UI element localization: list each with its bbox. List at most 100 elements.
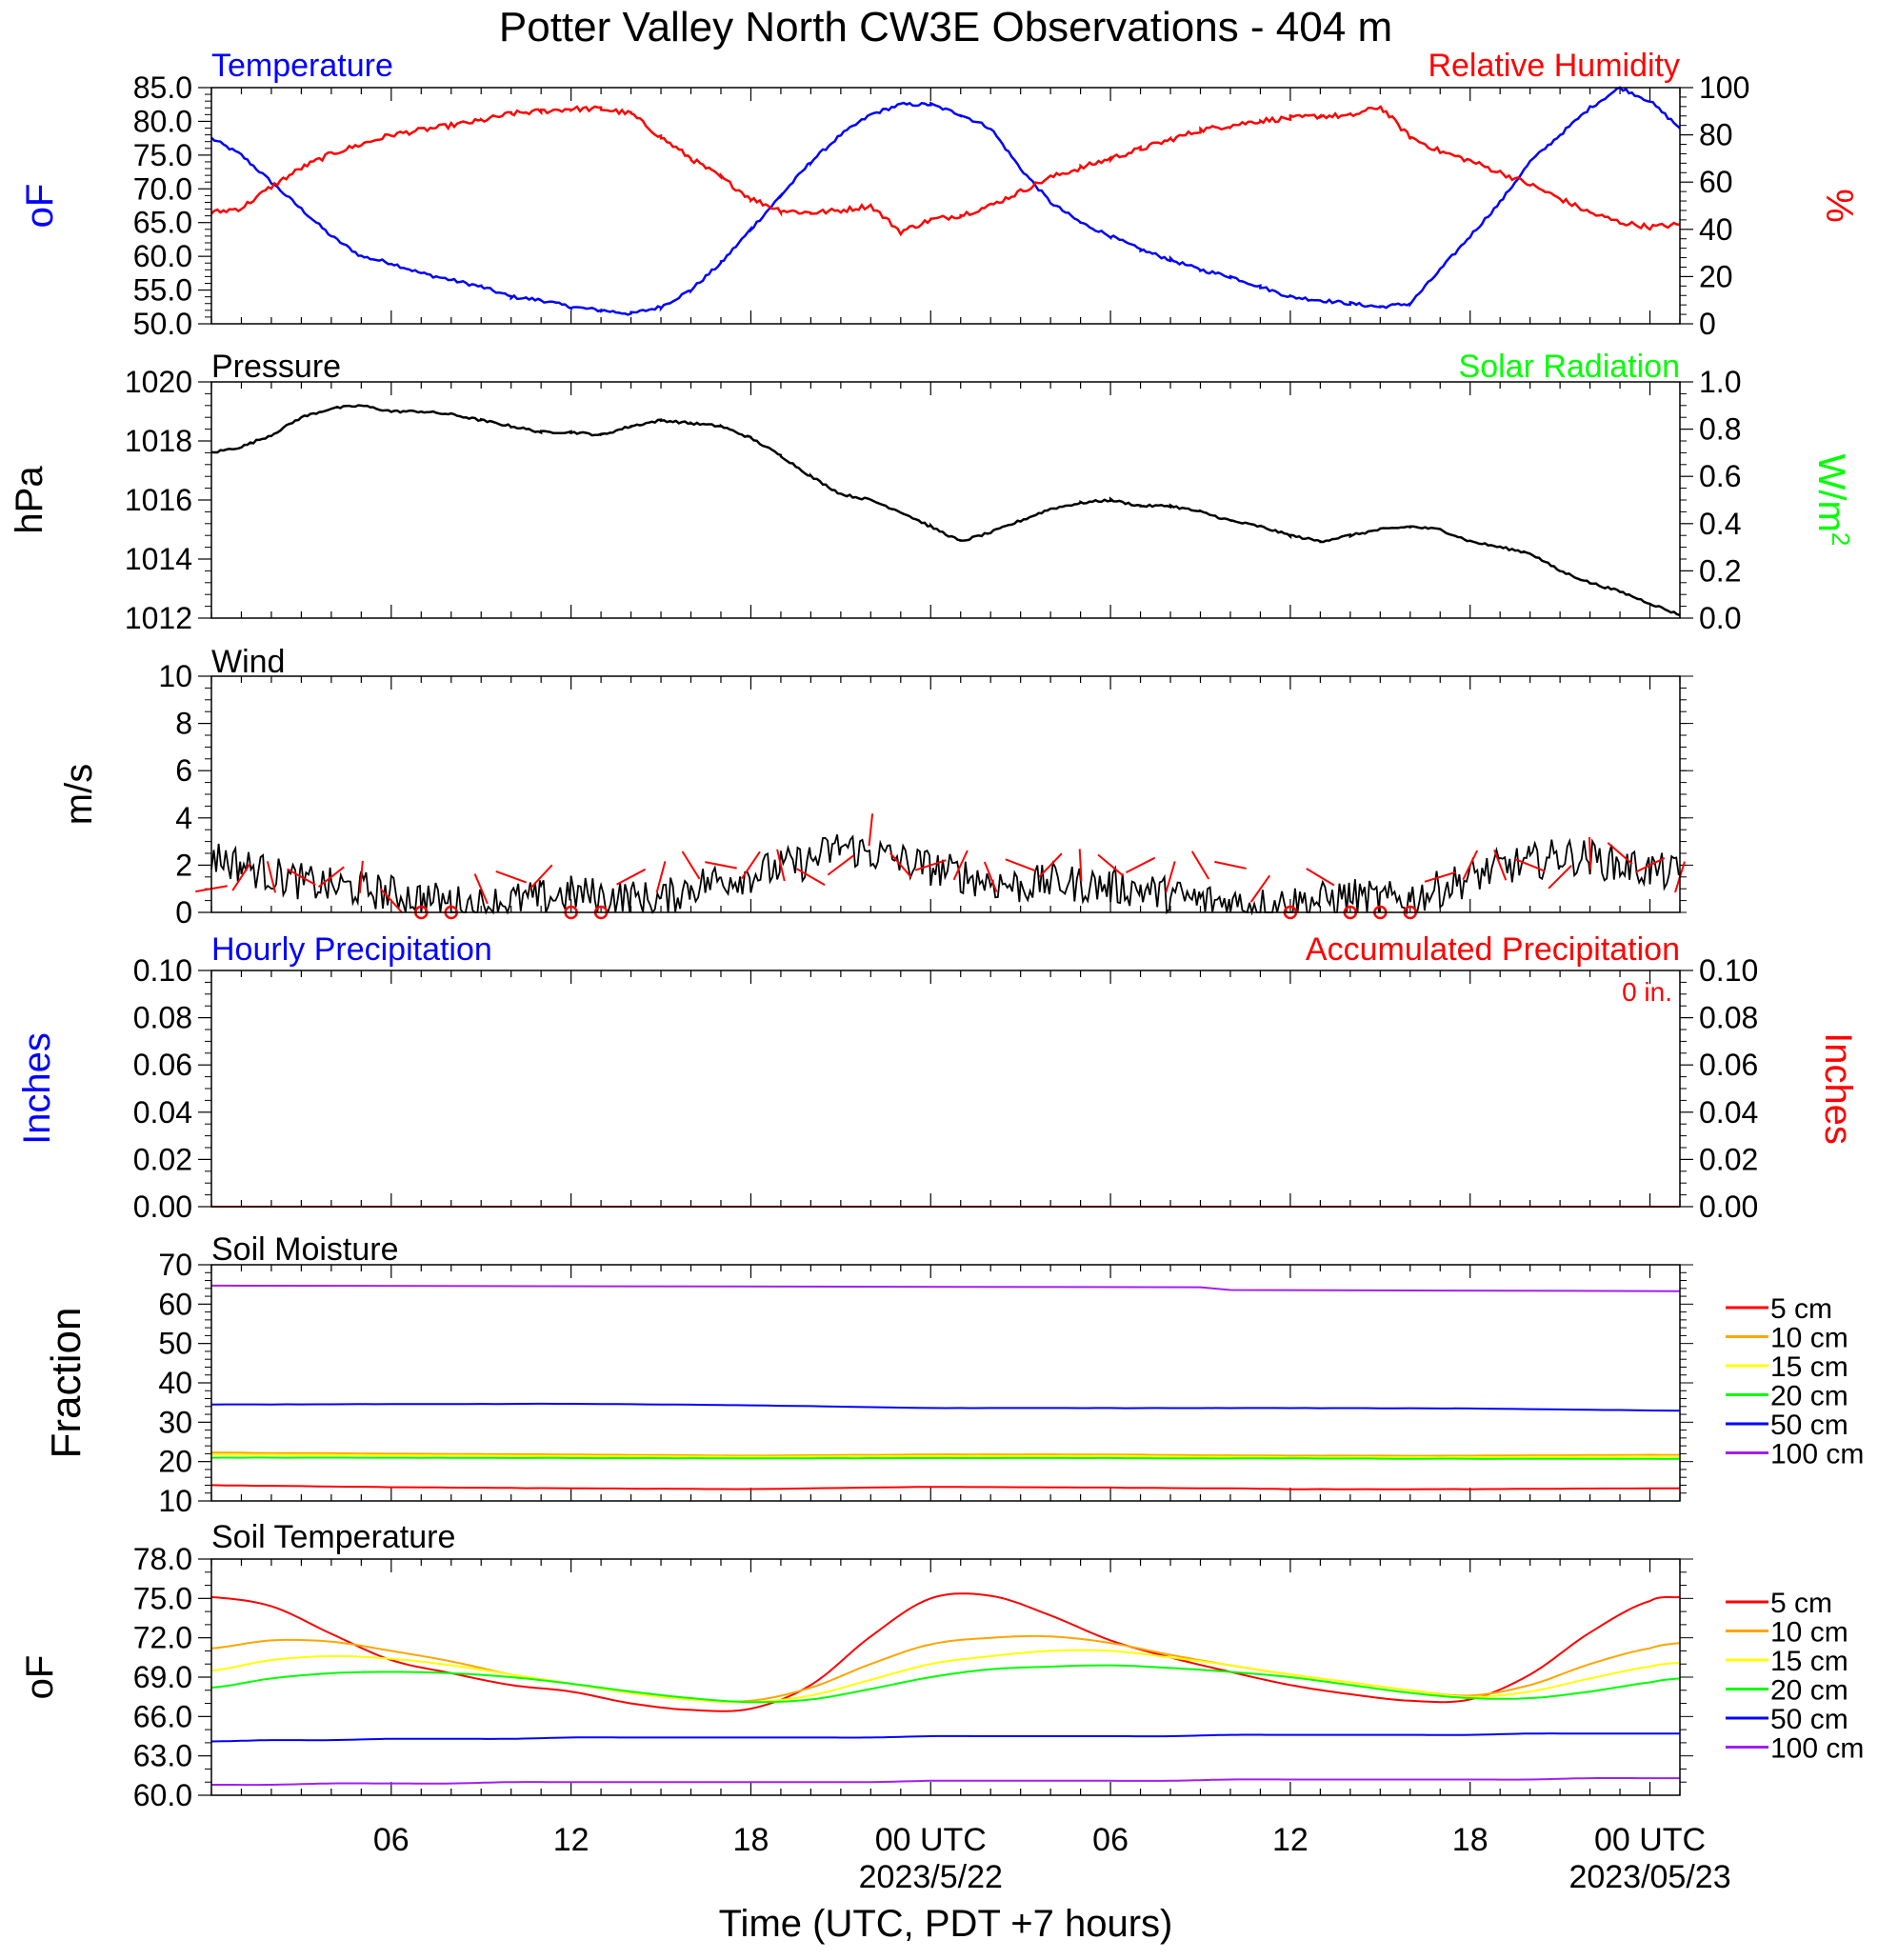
temperature-tick-label: 65.0: [133, 206, 192, 240]
date-label: 2023/05/23: [1568, 1859, 1730, 1895]
soil-temp-tick-label: 66.0: [133, 1699, 192, 1733]
wind-barb: [317, 866, 345, 889]
soil-moisture-tick-label: 70: [158, 1248, 192, 1282]
soil-moisture-tick-labels: 70 60 50 40 30 20 10: [158, 1248, 192, 1518]
soil-temp-panel: Soil Temperature oF 78.0 75.0 72.0 69.0 66.0…: [19, 1519, 1864, 1812]
hourly-precip-tick-label: 0.00: [133, 1190, 192, 1224]
legend-label: 20 cm: [1770, 1381, 1848, 1412]
wind-barb: [952, 850, 969, 881]
pressure-panel: Pressure Solar Radiation hPa W/m2 102010…: [9, 349, 1855, 635]
legend-label: 100 cm: [1770, 1733, 1864, 1765]
legend-label: 10 cm: [1770, 1323, 1848, 1354]
soil-temp-line: [210, 1649, 1681, 1704]
soil-moisture-unit: Fraction: [43, 1308, 90, 1459]
wind-barb: [868, 813, 874, 847]
soil-moisture-line: [210, 1456, 1681, 1460]
humidity-tick-label: 20: [1699, 259, 1733, 293]
date-label: 2023/5/22: [859, 1859, 1003, 1895]
soil-temp-tick-labels: 78.0 75.0 72.0 69.0 66.0 63.0 60.0: [133, 1542, 192, 1812]
hourly-precip-tick-label: 0.08: [133, 1001, 192, 1035]
humidity-tick-label: 40: [1699, 212, 1733, 247]
soil-moisture-line: [210, 1453, 1681, 1459]
soil-temp-label: Soil Temperature: [211, 1519, 455, 1555]
accum-precip-tick-label: 0.04: [1699, 1095, 1758, 1130]
wind-barb: [1514, 858, 1546, 872]
soil-temp-line: [210, 1592, 1681, 1712]
solar-tick-label: 0.2: [1699, 553, 1741, 588]
pressure-tick-label: 1016: [125, 483, 192, 517]
solar-unit: W/m2: [1810, 454, 1855, 547]
wind-barb: [1462, 850, 1479, 881]
wind-barb: [266, 861, 277, 893]
precip-panel: Hourly Precipitation Accumulated Precipi…: [16, 931, 1859, 1224]
wind-unit: m/s: [58, 764, 100, 825]
soil-moisture-tick-label: 10: [158, 1484, 192, 1518]
wind-barb: [655, 861, 667, 893]
wind-barb: [495, 870, 528, 884]
wind-barb: [796, 868, 826, 887]
wind-barb: [1548, 865, 1572, 890]
accum-precip-tick-label: 0.10: [1699, 953, 1758, 988]
temperature-tick-label: 75.0: [133, 138, 192, 172]
wind-tick-labels: 10 8 6 4 2 0: [158, 659, 192, 930]
figure-title: Potter Valley North CW3E Observations - …: [499, 4, 1392, 50]
temperature-tick-label: 80.0: [133, 104, 192, 138]
legend-label: 50 cm: [1770, 1704, 1848, 1735]
time-tick-label: 12: [553, 1822, 589, 1858]
soil-temp-tick-label: 63.0: [133, 1739, 192, 1773]
wind-speed-line: [210, 834, 1681, 916]
pressure-frame: [210, 381, 1681, 619]
temperature-tick-label: 55.0: [133, 273, 192, 308]
wind-barb: [1005, 858, 1036, 872]
temp-rh-frame: [210, 87, 1681, 325]
legend-label: 100 cm: [1770, 1439, 1864, 1470]
soil-temp-ticks: [198, 1558, 1693, 1796]
wind-tick-label: 0: [175, 895, 192, 930]
humidity-label: Relative Humidity: [1428, 48, 1680, 84]
soil-temp-tick-label: 78.0: [133, 1542, 192, 1576]
wind-barb: [1588, 836, 1592, 870]
soil-temp-tick-label: 75.0: [133, 1581, 192, 1615]
wind-barb: [1038, 852, 1063, 878]
soil-temp-frame: [210, 1558, 1681, 1796]
wind-barb: [1078, 849, 1083, 882]
wind-barb: [231, 862, 251, 891]
soil-temp-tick-label: 72.0: [133, 1621, 192, 1655]
time-tick-label: 00 UTC: [875, 1822, 987, 1858]
soil-moisture-label: Soil Moisture: [211, 1231, 399, 1268]
wind-barb: [681, 850, 701, 880]
accum-precip-unit: Inches: [1817, 1032, 1859, 1145]
time-tick-label: 18: [733, 1822, 769, 1858]
humidity-tick-label: 80: [1699, 118, 1733, 152]
soil-temp-tick-label: 60.0: [133, 1778, 192, 1812]
humidity-line: [210, 105, 1681, 237]
solar-tick-labels: 1.0 0.8 0.6 0.4 0.2 0.0: [1699, 365, 1741, 635]
precip-frame: [210, 970, 1681, 1208]
soil-moisture-tick-label: 50: [158, 1327, 192, 1361]
legend-label: 20 cm: [1770, 1675, 1848, 1707]
pressure-tick-label: 1014: [125, 542, 192, 576]
wind-barbs: [195, 813, 1686, 920]
hourly-precip-tick-label: 0.02: [133, 1142, 192, 1176]
soil-moisture-frame: [210, 1264, 1681, 1502]
wind-barb: [914, 859, 947, 871]
time-tick-label: 18: [1452, 1822, 1488, 1858]
soil-moisture-line: [210, 1484, 1680, 1490]
wind-barb: [358, 860, 364, 893]
wind-frame: [210, 675, 1681, 913]
soil-temp-line: [211, 1777, 1680, 1787]
wind-barb: [741, 850, 761, 880]
wind-barb: [616, 868, 647, 886]
hourly-precip-label: Hourly Precipitation: [211, 931, 492, 968]
time-tick-label: 12: [1272, 1822, 1309, 1858]
legend-label: 5 cm: [1770, 1293, 1832, 1325]
accum-precip-label: Accumulated Precipitation: [1306, 931, 1680, 968]
hourly-precip-tick-label: 0.06: [133, 1048, 192, 1082]
temperature-tick-label: 70.0: [133, 171, 192, 206]
wind-barb: [1607, 842, 1633, 865]
humidity-tick-label: 100: [1699, 70, 1749, 105]
hourly-precip-tick-label: 0.04: [133, 1095, 192, 1130]
temperature-unit: oF: [19, 184, 61, 229]
